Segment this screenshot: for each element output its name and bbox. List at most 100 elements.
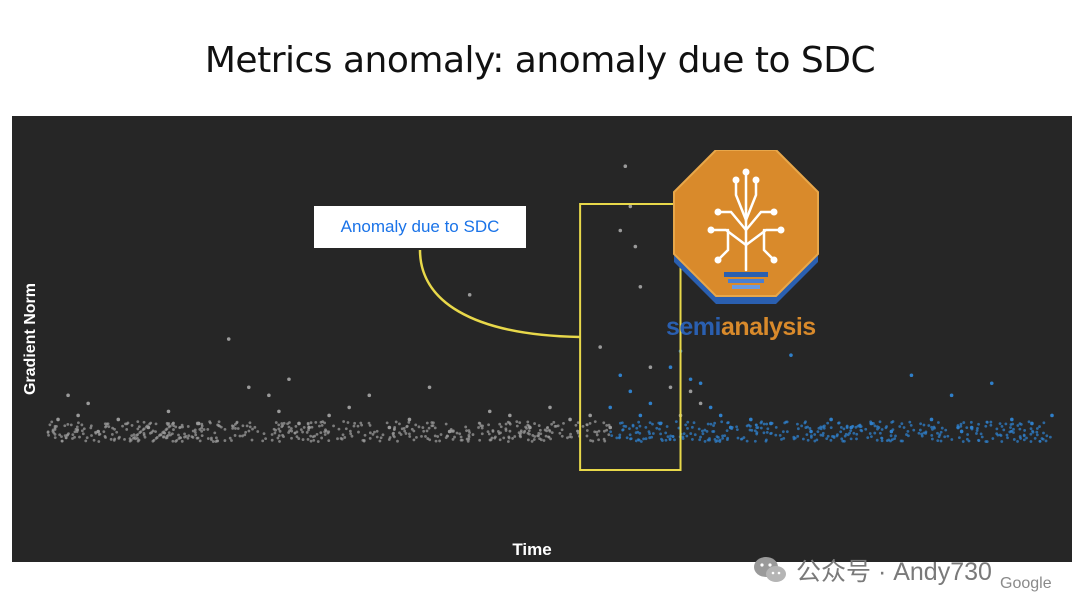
baseline-point xyxy=(691,438,694,441)
baseline-point xyxy=(349,432,353,436)
data-point xyxy=(56,417,60,422)
anomaly-point xyxy=(718,413,723,418)
baseline-point xyxy=(67,432,70,436)
data-point xyxy=(367,393,372,398)
baseline-point xyxy=(186,425,190,428)
baseline-point xyxy=(866,436,870,440)
baseline-point xyxy=(142,420,146,424)
baseline-point xyxy=(172,421,175,425)
baseline-point xyxy=(152,438,156,442)
baseline-point xyxy=(425,421,429,425)
baseline-point xyxy=(681,435,685,439)
anomaly-point xyxy=(989,381,994,386)
baseline-point xyxy=(639,440,643,443)
baseline-point xyxy=(725,429,729,433)
wechat-icon xyxy=(754,557,786,582)
baseline-point xyxy=(631,423,635,427)
baseline-point xyxy=(1022,438,1026,442)
baseline-point xyxy=(658,427,661,431)
baseline-point xyxy=(957,426,960,429)
baseline-point xyxy=(595,430,599,434)
baseline-point xyxy=(184,434,188,438)
baseline-point xyxy=(856,424,860,428)
baseline-point xyxy=(453,435,456,439)
baseline-point xyxy=(1006,436,1009,440)
baseline-point xyxy=(637,420,641,424)
baseline-point xyxy=(282,421,286,425)
baseline-point xyxy=(638,424,642,428)
baseline-point xyxy=(1033,436,1037,440)
baseline-point xyxy=(289,427,293,430)
baseline-point xyxy=(976,427,979,430)
baseline-point xyxy=(1023,429,1027,432)
baseline-point xyxy=(878,431,882,435)
baseline-point xyxy=(873,424,877,428)
baseline-point xyxy=(621,428,625,432)
baseline-point xyxy=(128,437,132,441)
baseline-point xyxy=(950,438,954,441)
baseline-point xyxy=(309,439,313,443)
baseline-point xyxy=(194,433,198,437)
baseline-point xyxy=(400,427,404,431)
baseline-point xyxy=(597,438,601,442)
baseline-point xyxy=(396,439,399,443)
baseline-point xyxy=(367,421,371,425)
baseline-point xyxy=(301,430,304,434)
baseline-point xyxy=(899,439,903,443)
baseline-point xyxy=(1048,435,1052,439)
baseline-point xyxy=(762,431,766,435)
baseline-point xyxy=(519,431,523,434)
baseline-point xyxy=(477,426,480,429)
baseline-point xyxy=(686,420,690,424)
baseline-point xyxy=(796,422,799,426)
baseline-point xyxy=(984,424,988,428)
baseline-point xyxy=(816,430,820,434)
baseline-point xyxy=(697,427,701,431)
baseline-point xyxy=(878,420,882,424)
baseline-point xyxy=(793,436,797,440)
baseline-point xyxy=(908,420,912,424)
baseline-point xyxy=(528,432,531,436)
baseline-point xyxy=(726,421,730,424)
baseline-point xyxy=(538,437,541,441)
baseline-point xyxy=(1016,440,1019,443)
baseline-point xyxy=(412,429,416,433)
baseline-point xyxy=(1000,440,1004,443)
baseline-point xyxy=(162,431,166,435)
baseline-point xyxy=(937,421,940,424)
baseline-point xyxy=(969,420,973,424)
baseline-point xyxy=(66,422,70,426)
anomaly-point xyxy=(849,425,853,430)
baseline-point xyxy=(320,436,324,440)
anomaly-point xyxy=(809,429,813,434)
anomaly-point xyxy=(668,365,673,370)
baseline-point xyxy=(309,434,313,438)
baseline-point xyxy=(668,437,672,441)
baseline-point xyxy=(715,439,719,443)
baseline-point xyxy=(47,433,50,437)
baseline-point xyxy=(961,440,965,443)
baseline-point xyxy=(498,438,502,442)
baseline-point xyxy=(712,424,715,428)
baseline-point xyxy=(306,437,310,441)
baseline-point xyxy=(125,428,129,431)
baseline-point xyxy=(230,439,233,442)
baseline-point xyxy=(281,433,284,437)
baseline-point xyxy=(348,429,352,433)
baseline-point xyxy=(605,428,609,432)
baseline-point xyxy=(686,427,689,430)
baseline-point xyxy=(417,425,421,429)
baseline-point xyxy=(60,435,63,439)
baseline-point xyxy=(318,424,321,428)
baseline-point xyxy=(781,430,785,434)
baseline-point xyxy=(701,432,705,436)
baseline-point xyxy=(989,423,993,427)
baseline-point xyxy=(253,425,257,429)
baseline-point xyxy=(515,424,519,428)
baseline-point xyxy=(800,424,804,428)
baseline-point xyxy=(486,430,490,434)
baseline-point xyxy=(74,427,78,431)
baseline-point xyxy=(490,436,494,440)
data-point xyxy=(608,425,613,430)
baseline-point xyxy=(200,429,204,433)
